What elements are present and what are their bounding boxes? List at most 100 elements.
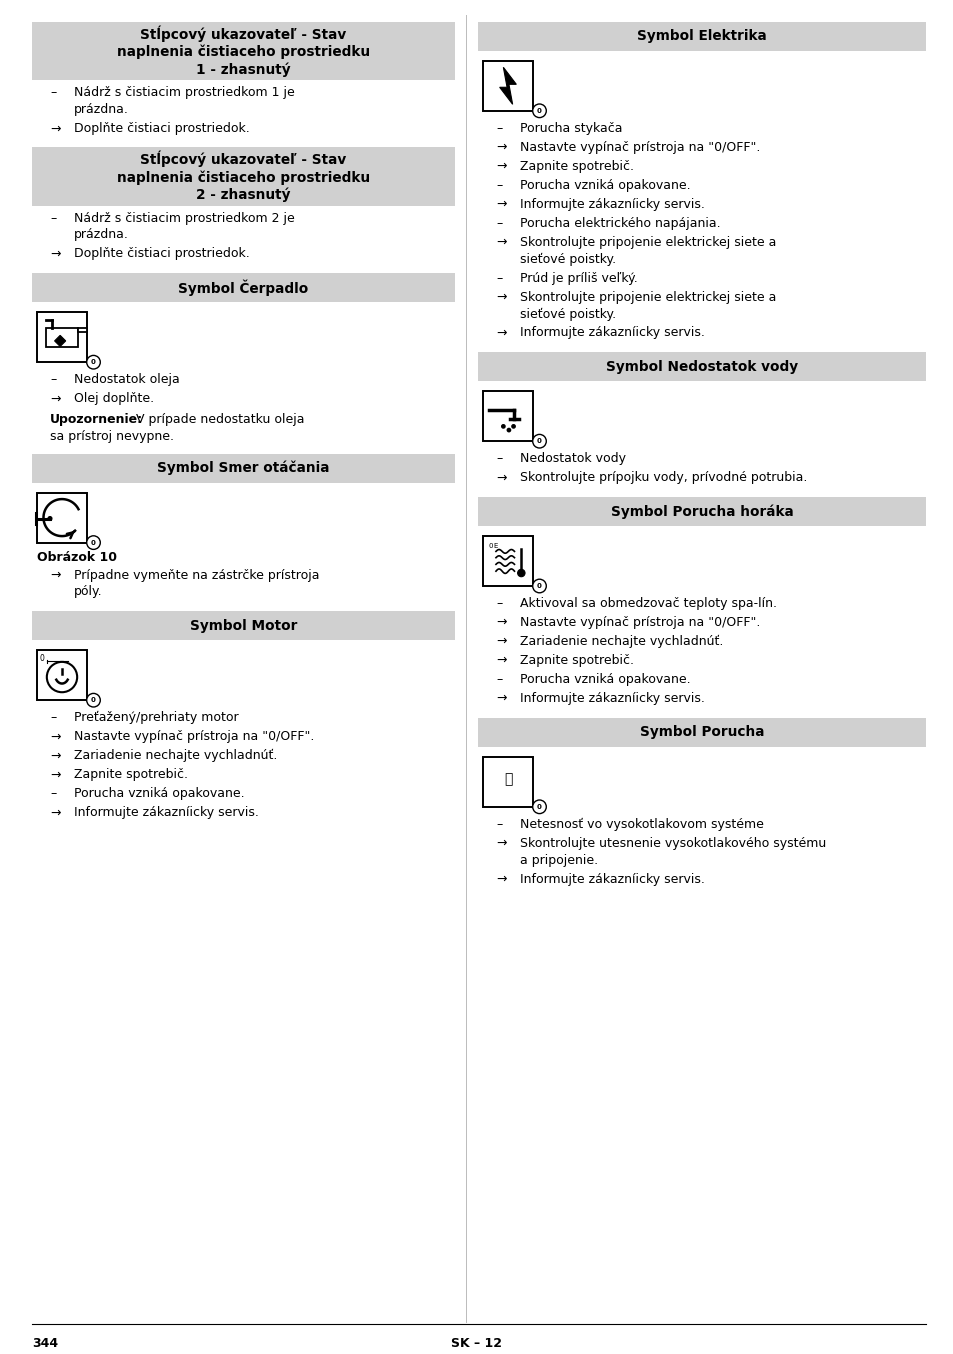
Text: →: → <box>496 141 506 154</box>
Text: sa prístroj nevypne.: sa prístroj nevypne. <box>50 431 173 443</box>
Text: Nastavte vypínač prístroja na "0/OFF".: Nastavte vypínač prístroja na "0/OFF". <box>519 141 760 154</box>
Text: –: – <box>50 787 56 800</box>
Text: Porucha vzniká opakovane.: Porucha vzniká opakovane. <box>519 673 690 686</box>
Text: Zariadenie nechajte vychladnúť.: Zariadenie nechajte vychladnúť. <box>74 749 277 762</box>
Text: Olej doplňte.: Olej doplňte. <box>74 393 154 405</box>
Text: →: → <box>496 198 506 211</box>
Text: Doplňte čistiaci prostriedok.: Doplňte čistiaci prostriedok. <box>74 122 250 135</box>
Text: →: → <box>496 654 506 668</box>
FancyBboxPatch shape <box>37 650 87 700</box>
Text: 0: 0 <box>39 654 44 663</box>
FancyBboxPatch shape <box>477 22 925 51</box>
Text: →: → <box>50 749 60 762</box>
Text: →: → <box>496 160 506 173</box>
Text: Skontrolujte utesnenie vysokotlakového systému: Skontrolujte utesnenie vysokotlakového s… <box>519 837 825 850</box>
Text: Stĺpcový ukazovateľ - Stav
naplnenia čistiaceho prostriedku
2 - zhasnutý: Stĺpcový ukazovateľ - Stav naplnenia čis… <box>117 150 370 202</box>
Text: Nádrž s čistiacim prostriedkom 1 je: Nádrž s čistiacim prostriedkom 1 je <box>74 87 294 99</box>
Text: Symbol Elektrika: Symbol Elektrika <box>637 30 766 43</box>
Text: →: → <box>496 291 506 303</box>
Text: Symbol Porucha: Symbol Porucha <box>639 726 763 739</box>
Text: Doplňte čistiaci prostriedok.: Doplňte čistiaci prostriedok. <box>74 248 250 260</box>
Text: →: → <box>496 837 506 850</box>
FancyBboxPatch shape <box>482 757 533 807</box>
Polygon shape <box>54 336 66 347</box>
Text: 0: 0 <box>488 543 492 548</box>
Text: Upozornenie:: Upozornenie: <box>50 413 143 427</box>
Text: –: – <box>50 87 56 99</box>
Text: E: E <box>494 543 497 548</box>
Text: sieťové poistky.: sieťové poistky. <box>519 307 616 321</box>
Circle shape <box>47 662 77 692</box>
FancyBboxPatch shape <box>37 493 87 543</box>
Text: Informujte zákazníicky servis.: Informujte zákazníicky servis. <box>519 326 704 340</box>
Text: Informujte zákazníicky servis.: Informujte zákazníicky servis. <box>519 692 704 705</box>
FancyBboxPatch shape <box>482 61 533 111</box>
Text: prázdna.: prázdna. <box>74 229 129 241</box>
Circle shape <box>87 536 100 550</box>
Text: Symbol Smer otáčania: Symbol Smer otáčania <box>157 460 330 475</box>
Text: Informujte zákazníicky servis.: Informujte zákazníicky servis. <box>519 198 704 211</box>
Text: →: → <box>496 616 506 630</box>
Text: –: – <box>496 272 501 284</box>
FancyBboxPatch shape <box>37 313 87 363</box>
Text: –: – <box>496 217 501 230</box>
Text: sieťové poistky.: sieťové poistky. <box>519 253 616 265</box>
FancyBboxPatch shape <box>477 497 925 525</box>
Text: Nádrž s čistiacim prostriedkom 2 je: Nádrž s čistiacim prostriedkom 2 je <box>74 211 294 225</box>
Text: 0: 0 <box>537 439 541 444</box>
Polygon shape <box>499 68 516 104</box>
Circle shape <box>87 355 100 370</box>
Text: →: → <box>50 248 60 260</box>
FancyBboxPatch shape <box>32 148 455 206</box>
Circle shape <box>517 569 524 577</box>
Text: –: – <box>496 179 501 192</box>
Text: Symbol Porucha horáka: Symbol Porucha horáka <box>610 504 793 519</box>
Text: prázdna.: prázdna. <box>74 103 129 116</box>
Text: Stĺpcový ukazovateľ - Stav
naplnenia čistiaceho prostriedku
1 - zhasnutý: Stĺpcový ukazovateľ - Stav naplnenia čis… <box>117 26 370 77</box>
Text: –: – <box>50 374 56 386</box>
Text: Preťažený/prehriaty motor: Preťažený/prehriaty motor <box>74 711 238 724</box>
Text: Obrázok 10: Obrázok 10 <box>37 551 117 563</box>
Text: 0: 0 <box>91 697 96 703</box>
FancyBboxPatch shape <box>32 22 455 80</box>
FancyBboxPatch shape <box>32 274 455 302</box>
Text: –: – <box>50 711 56 724</box>
Text: 344: 344 <box>32 1336 58 1350</box>
Text: Porucha vzniká opakovane.: Porucha vzniká opakovane. <box>519 179 690 192</box>
Text: Zapnite spotrebič.: Zapnite spotrebič. <box>519 654 634 668</box>
Circle shape <box>532 104 546 118</box>
Text: Symbol Čerpadlo: Symbol Čerpadlo <box>178 279 309 297</box>
Circle shape <box>532 580 546 593</box>
Text: 0: 0 <box>91 540 96 546</box>
Circle shape <box>87 693 100 707</box>
Text: →: → <box>50 730 60 743</box>
FancyBboxPatch shape <box>477 718 925 747</box>
Text: Prúd je príliš veľký.: Prúd je príliš veľký. <box>519 272 638 284</box>
Text: –: – <box>496 452 501 466</box>
Text: –: – <box>496 122 501 135</box>
FancyBboxPatch shape <box>32 454 455 482</box>
Text: SK – 12: SK – 12 <box>451 1336 502 1350</box>
Bar <box>47 328 77 348</box>
Text: Zariadenie nechajte vychladnúť.: Zariadenie nechajte vychladnúť. <box>519 635 722 649</box>
Text: →: → <box>496 872 506 886</box>
Text: Zapnite spotrebič.: Zapnite spotrebič. <box>74 768 188 781</box>
Text: →: → <box>50 768 60 781</box>
Circle shape <box>532 435 546 448</box>
Text: 0: 0 <box>537 108 541 114</box>
Text: →: → <box>50 122 60 135</box>
Text: Informujte zákazníicky servis.: Informujte zákazníicky servis. <box>519 872 704 886</box>
Text: Nedostatok oleja: Nedostatok oleja <box>74 374 179 386</box>
Text: 0: 0 <box>91 359 96 366</box>
Text: –: – <box>496 818 501 831</box>
Text: →: → <box>496 692 506 705</box>
Text: →: → <box>50 806 60 819</box>
FancyBboxPatch shape <box>482 536 533 586</box>
Text: →: → <box>496 236 506 249</box>
Text: póly.: póly. <box>74 585 103 598</box>
Text: Porucha elektrického napájania.: Porucha elektrického napájania. <box>519 217 720 230</box>
Text: a pripojenie.: a pripojenie. <box>519 853 598 867</box>
Text: Porucha vzniká opakovane.: Porucha vzniká opakovane. <box>74 787 244 800</box>
Text: →: → <box>496 471 506 485</box>
Circle shape <box>501 425 504 428</box>
